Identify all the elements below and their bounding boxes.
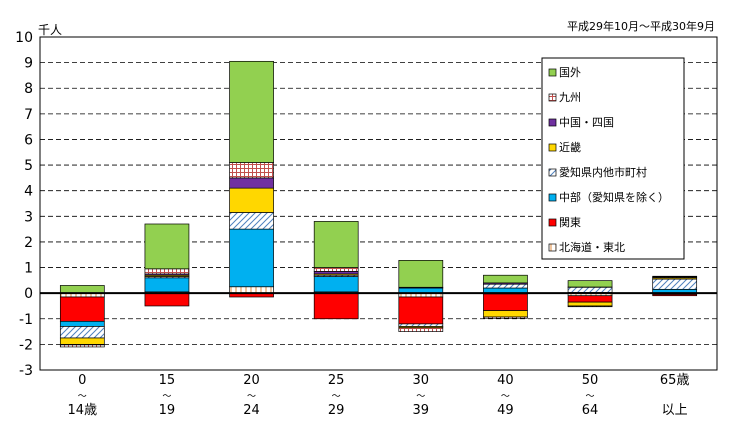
bar-segment	[229, 162, 274, 179]
bar-segment	[59, 344, 105, 348]
x-tick-label-top: 20	[243, 373, 260, 388]
legend-swatch	[548, 243, 557, 252]
x-tick-label-top: 0	[78, 373, 86, 388]
legend-swatch	[548, 168, 557, 177]
legend-swatch	[548, 118, 557, 127]
bar-segment	[59, 320, 105, 327]
bar-segment	[398, 260, 444, 288]
x-tick-label-bottom: 49	[497, 403, 514, 418]
x-tick-label-bottom: 24	[243, 403, 260, 418]
x-tick-label-top: 25	[328, 373, 345, 388]
x-tick-label-tilde: ～	[586, 392, 595, 402]
bar-segment	[483, 316, 528, 319]
bar-segment	[652, 294, 698, 297]
bar-segment	[313, 292, 359, 320]
legend-label: 中部（愛知県を除く）	[559, 190, 669, 204]
legend-label: 愛知県内他市町村	[559, 165, 647, 179]
y-tick-label: 10	[15, 30, 33, 46]
period-label: 平成29年10月～平成30年9月	[567, 19, 715, 33]
x-tick-label-tilde: ～	[162, 392, 171, 402]
legend-label: 中国・四国	[559, 116, 614, 129]
x-tick-label-tilde: ～	[78, 392, 87, 402]
y-tick-label: 3	[24, 209, 33, 225]
legend-label: 関東	[559, 216, 581, 229]
bar-segment	[59, 326, 105, 339]
x-tick-label-bottom: 以上	[662, 403, 688, 418]
bar-segment	[313, 221, 359, 268]
bar-segment	[229, 212, 274, 230]
bar-segment	[398, 327, 444, 332]
legend-swatch	[548, 143, 557, 152]
x-tick-label-top: 15	[159, 373, 176, 388]
y-tick-label: 8	[24, 81, 33, 97]
bar-segment	[144, 292, 190, 307]
bar-segment	[144, 223, 190, 270]
bar-segment	[567, 280, 613, 288]
bar-segment	[483, 310, 528, 318]
bar-segment	[144, 268, 190, 275]
legend-swatch	[548, 193, 557, 202]
bar-segment	[59, 296, 105, 322]
bar-segment	[144, 277, 190, 293]
x-tick-label-tilde: ～	[247, 392, 256, 402]
bar-segment	[229, 177, 274, 189]
bar-segment	[229, 60, 274, 163]
legend-box	[541, 57, 685, 260]
legend-swatch	[548, 68, 557, 77]
x-tick-label-bottom: 14歳	[68, 403, 98, 418]
y-tick-label: 4	[24, 184, 33, 200]
x-tick-label-top: 50	[582, 373, 599, 388]
x-tick-label-top: 30	[413, 373, 430, 388]
bar-segment	[483, 274, 528, 284]
bar-segment	[567, 286, 613, 293]
x-tick-label-bottom: 19	[159, 403, 176, 418]
bar-segment	[483, 293, 528, 311]
y-tick-label: 1	[24, 261, 33, 277]
x-tick-label-tilde: ～	[501, 392, 510, 402]
bar-segment	[567, 305, 613, 308]
x-tick-label-bottom: 29	[328, 403, 345, 418]
legend-label: 国外	[559, 66, 581, 79]
legend-label: 九州	[559, 91, 581, 104]
y-tick-label: 6	[24, 132, 33, 148]
bar-segment	[229, 228, 274, 288]
x-tick-label-top: 40	[497, 373, 514, 388]
y-tick-label: 7	[24, 107, 33, 123]
y-tick-label: -1	[19, 312, 33, 328]
y-tick-label: 5	[24, 158, 33, 174]
bar-segment	[567, 295, 613, 303]
bar-segment	[652, 278, 698, 290]
y-tick-label: -2	[19, 337, 33, 353]
x-tick-label-bottom: 39	[413, 403, 430, 418]
legend-swatch	[548, 93, 557, 102]
legend-label: 北海道・東北	[559, 240, 625, 254]
y-tick-label: 0	[24, 286, 33, 302]
plot-area-frame	[39, 36, 718, 371]
bar-segment	[59, 285, 105, 294]
legend-label: 近畿	[559, 140, 581, 154]
bar-segment	[313, 276, 359, 293]
bar-segment	[313, 267, 359, 272]
legend-swatch	[548, 218, 557, 227]
x-tick-label-bottom: 64	[582, 403, 599, 418]
bar-segment	[483, 283, 528, 289]
bar-segment	[398, 296, 444, 325]
y-tick-label: 2	[24, 235, 33, 251]
bar-segment	[567, 301, 613, 307]
bar-segment	[229, 187, 274, 213]
y-tick-label: 9	[24, 56, 33, 72]
x-tick-label-tilde: ～	[332, 392, 341, 402]
bar-segment	[398, 323, 444, 327]
y-axis-unit-label: 千人	[38, 23, 62, 37]
y-axis-tick-labels: -3 -2 -1 0 1 2 3 4 5 6 7 8 9 10	[15, 30, 33, 379]
bar-segment	[313, 271, 359, 275]
y-tick-label: -3	[19, 363, 33, 379]
x-tick-label-top: 65歳	[660, 373, 690, 388]
bar-segment	[652, 275, 698, 278]
bar-segment	[59, 337, 105, 345]
x-tick-label-tilde: ～	[416, 392, 425, 402]
